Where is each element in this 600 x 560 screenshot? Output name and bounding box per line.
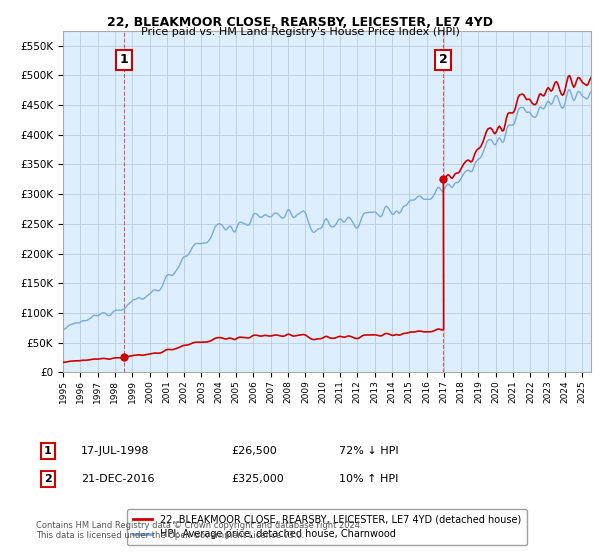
Text: 2: 2 bbox=[44, 474, 52, 484]
Text: 1: 1 bbox=[120, 53, 128, 66]
Text: £325,000: £325,000 bbox=[231, 474, 284, 484]
Text: Price paid vs. HM Land Registry's House Price Index (HPI): Price paid vs. HM Land Registry's House … bbox=[140, 27, 460, 37]
Text: 10% ↑ HPI: 10% ↑ HPI bbox=[339, 474, 398, 484]
Text: £26,500: £26,500 bbox=[231, 446, 277, 456]
Text: 72% ↓ HPI: 72% ↓ HPI bbox=[339, 446, 398, 456]
Text: 22, BLEAKMOOR CLOSE, REARSBY, LEICESTER, LE7 4YD: 22, BLEAKMOOR CLOSE, REARSBY, LEICESTER,… bbox=[107, 16, 493, 29]
Legend: 22, BLEAKMOOR CLOSE, REARSBY, LEICESTER, LE7 4YD (detached house), HPI: Average : 22, BLEAKMOOR CLOSE, REARSBY, LEICESTER,… bbox=[127, 508, 527, 545]
Text: 17-JUL-1998: 17-JUL-1998 bbox=[81, 446, 149, 456]
Text: Contains HM Land Registry data © Crown copyright and database right 2024.
This d: Contains HM Land Registry data © Crown c… bbox=[36, 521, 362, 540]
Text: 2: 2 bbox=[439, 53, 448, 66]
Text: 21-DEC-2016: 21-DEC-2016 bbox=[81, 474, 155, 484]
Text: 1: 1 bbox=[44, 446, 52, 456]
